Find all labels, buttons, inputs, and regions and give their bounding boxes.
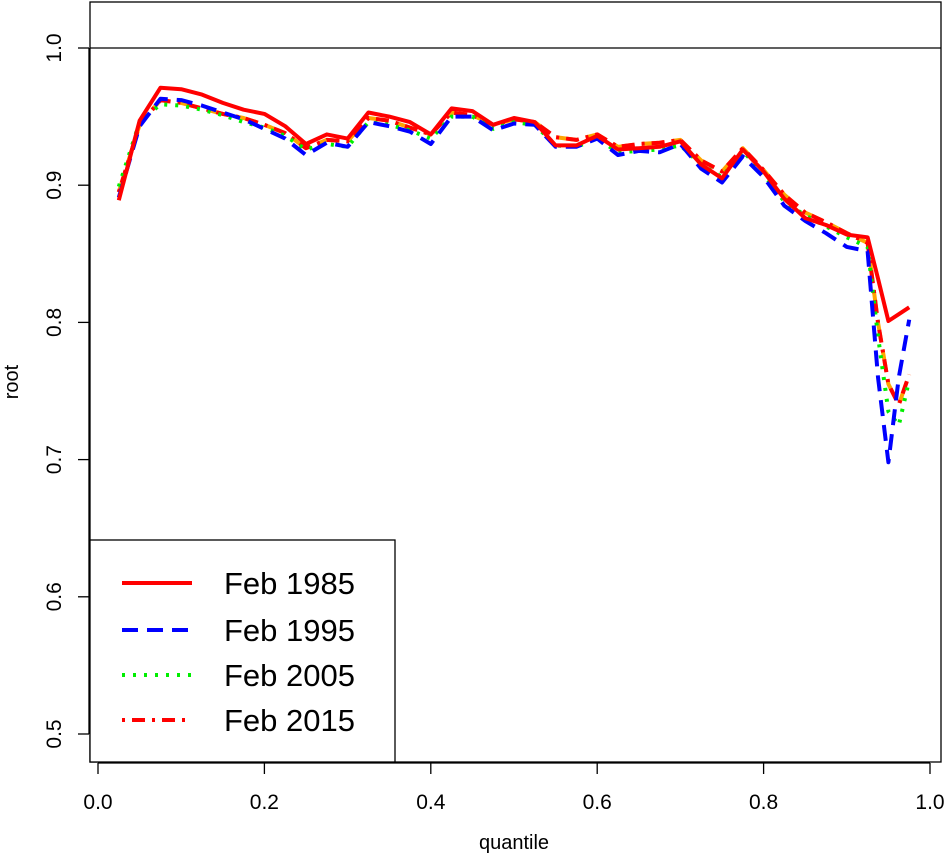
legend-label-feb-2005: Feb 2005: [224, 658, 355, 693]
y-tick-label: 0.7: [43, 445, 66, 474]
y-tick-label: 0.9: [43, 171, 66, 200]
x-tick-label: 0.2: [250, 791, 279, 814]
y-tick-label: 0.8: [43, 308, 66, 337]
series-layer: [116, 85, 912, 465]
series-line-feb-2005: [116, 102, 912, 428]
y-axis-title: root: [1, 364, 23, 399]
x-axis: 0.0 0.2 0.4 0.6 0.8 1.0: [83, 762, 945, 814]
plot-frame: [89, 1, 942, 763]
x-tick-label: 1.0: [915, 791, 944, 814]
x-tick-label: 0.8: [749, 791, 778, 814]
y-tick-label: 0.5: [43, 719, 66, 748]
y-axis: 0.5 0.6 0.7 0.8 0.9 1.0: [43, 33, 90, 749]
legend-label-feb-2015: Feb 2015: [224, 703, 355, 738]
series-line-extra-4: [116, 98, 912, 407]
legend-label-feb-1985: Feb 1985: [224, 566, 355, 601]
y-tick-label: 0.6: [43, 582, 66, 611]
x-tick-label: 0.6: [583, 791, 612, 814]
series-line-feb-1995: [116, 96, 912, 465]
x-axis-title: quantile: [479, 832, 549, 854]
legend: Feb 1985 Feb 1995 Feb 2005 Feb 2015: [89, 539, 396, 763]
legend-box: [89, 539, 396, 763]
y-tick-label: 1.0: [43, 33, 66, 62]
series-line-feb-2015: [116, 98, 912, 407]
x-tick-label: 0.0: [83, 791, 112, 814]
series-line-feb-1985: [116, 85, 911, 323]
x-tick-label: 0.4: [416, 791, 446, 814]
legend-label-feb-1995: Feb 1995: [224, 613, 355, 648]
